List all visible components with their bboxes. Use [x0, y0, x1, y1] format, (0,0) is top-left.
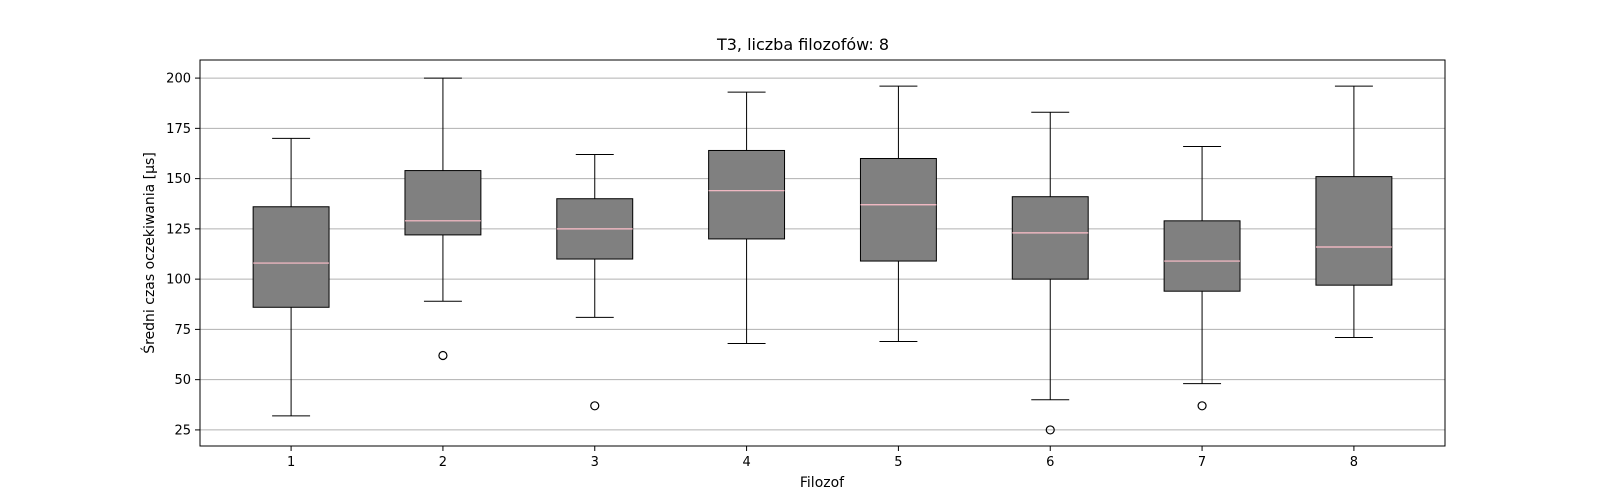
x-tick-label: 6: [1046, 455, 1054, 470]
box-iqr: [1011, 196, 1089, 280]
box-5: [859, 85, 937, 342]
boxes: [252, 77, 1393, 435]
box-3: [556, 153, 634, 411]
y-tick-label: 75: [174, 323, 191, 338]
x-tick-label: 8: [1350, 455, 1358, 470]
box-8: [1315, 85, 1393, 338]
box-7: [1163, 145, 1241, 411]
outlier-point: [590, 401, 600, 411]
x-axis: 1 2 3 4 5 6 7 8: [287, 446, 1358, 470]
x-tick-label: 4: [742, 455, 750, 470]
box-4: [708, 91, 786, 344]
box-2: [404, 77, 482, 361]
y-tick-label: 125: [166, 222, 191, 237]
x-tick-label: 2: [439, 455, 447, 470]
box-iqr: [859, 158, 937, 262]
box-iqr: [708, 149, 786, 240]
x-axis-label: Filozof: [800, 475, 845, 491]
box-1: [252, 137, 330, 417]
y-tick-label: 50: [174, 373, 191, 388]
box-iqr: [1315, 176, 1393, 286]
outlier-point: [438, 350, 448, 361]
y-tick-label: 175: [166, 122, 191, 137]
x-tick-label: 5: [894, 455, 902, 470]
y-tick-label: 150: [166, 172, 191, 187]
x-tick-label: 7: [1198, 455, 1206, 470]
outlier-point: [1045, 425, 1055, 435]
box-iqr: [252, 206, 330, 308]
x-tick-label: 3: [591, 455, 599, 470]
plot-frame: [199, 59, 1446, 447]
y-tick-label: 200: [166, 72, 191, 87]
y-tick-label: 25: [174, 423, 191, 438]
box-6: [1011, 111, 1089, 435]
box-iqr: [404, 170, 482, 236]
chart-title: T3, liczba filozofów: 8: [716, 35, 889, 54]
y-axis: 25 50 75 100 125 150 175 200: [166, 72, 200, 438]
outlier-point: [1197, 401, 1207, 411]
x-tick-label: 1: [287, 455, 295, 470]
grid-lines: [200, 77, 1445, 431]
y-axis-label: Średni czas oczekiwania [µs]: [140, 152, 158, 354]
y-tick-label: 100: [166, 273, 191, 288]
box-iqr: [1163, 220, 1241, 292]
